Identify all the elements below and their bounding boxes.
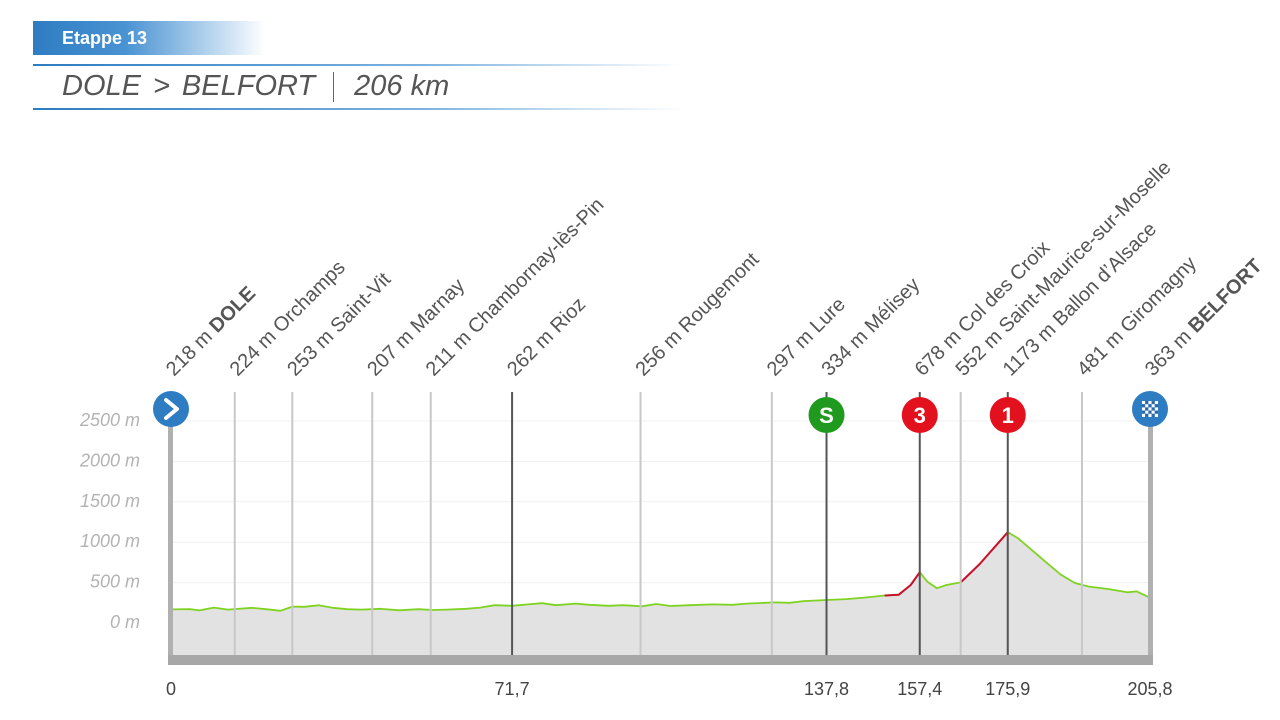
start-marker-icon: [153, 391, 189, 427]
x-tick-label: 71,7: [495, 679, 530, 699]
location-altitude: 211 m: [422, 323, 480, 381]
location-label: 334 m Mélisey: [818, 274, 925, 381]
location-name: Chambornay-lès-Pin: [464, 194, 608, 338]
y-tick-label: 500 m: [90, 572, 140, 592]
route-finish: BELFORT: [181, 70, 316, 102]
location-altitude: 481 m: [1073, 322, 1132, 381]
x-axis-band: [168, 655, 1153, 665]
y-tick-label: 2500 m: [79, 410, 140, 430]
checkered-flag-icon: [1154, 407, 1158, 411]
checkered-flag-icon: [1154, 410, 1158, 414]
x-tick-label: 205,8: [1127, 679, 1172, 699]
checkered-flag-icon: [1154, 401, 1158, 405]
y-tick-label: 1000 m: [80, 531, 140, 551]
route-arrow: >: [152, 70, 170, 102]
y-tick-label: 1500 m: [80, 491, 140, 511]
x-tick-label: 137,8: [804, 679, 849, 699]
route-distance: 206 km: [354, 70, 450, 102]
location-name: DOLE: [205, 282, 260, 337]
route-start: DOLE: [62, 70, 141, 102]
stage-label: Etappe 13: [62, 28, 148, 48]
location-altitude: 363 m: [1141, 322, 1200, 381]
climb-segment-line: [884, 571, 921, 597]
checkered-flag-icon: [1145, 413, 1149, 417]
marker-badge: S: [819, 403, 834, 428]
location-altitude: 262 m: [503, 322, 562, 381]
location-name: Rougemont: [675, 248, 764, 337]
location-label: 363 m BELFORT: [1141, 255, 1267, 381]
marker-badge: 3: [914, 403, 926, 428]
checkered-flag-icon: [1154, 413, 1158, 417]
checkered-flag-icon: [1148, 404, 1152, 408]
checkered-flag-icon: [1148, 407, 1152, 411]
y-tick-label: 0 m: [110, 612, 140, 632]
stage-badge: Etappe 13: [33, 21, 265, 55]
location-altitude: 224 m: [226, 322, 285, 381]
x-axis-labels: 0 71,7 137,8 157,4 175,9 205,8: [166, 679, 1173, 699]
title-rule-bottom: [33, 108, 683, 110]
location-altitude: 207 m: [363, 322, 422, 381]
left-axis-post: [168, 422, 173, 655]
location-lines: [233, 392, 1083, 655]
checkered-flag-icon: [1154, 404, 1158, 408]
x-tick-label: 0: [166, 679, 176, 699]
climb-marker-icon: [989, 397, 1026, 433]
route-title: DOLE > BELFORT 206 km: [62, 70, 449, 103]
x-tick-label: 157,4: [897, 679, 942, 699]
checkered-flag-icon: [1151, 413, 1155, 417]
terrain: [170, 531, 1151, 655]
sprint-marker-icon: [808, 397, 845, 433]
location-label: 262 m Rioz: [503, 293, 590, 380]
checkered-flag-icon: [1145, 404, 1149, 408]
start-arrow-icon: [164, 398, 179, 420]
checkered-flag-icon: [1142, 401, 1146, 405]
y-axis-labels: 2500 m 2000 m 1500 m 1000 m 500 m 0 m: [79, 410, 140, 632]
checkered-flag-icon: [1142, 404, 1146, 408]
checkered-flag-icon: [1148, 413, 1152, 417]
checkered-flag-icon: [1142, 407, 1146, 411]
x-tick-label: 175,9: [985, 679, 1030, 699]
title-separator: [333, 72, 335, 103]
checkered-flag-icon: [1145, 407, 1149, 411]
checkered-flag-icon: [1148, 410, 1152, 414]
checkered-flag-icon: [1142, 410, 1146, 414]
title-rule-top: [33, 64, 683, 66]
right-axis-post: [1148, 422, 1153, 655]
location-altitude: 297 m: [763, 322, 822, 381]
checkered-flag-icon: [1151, 404, 1155, 408]
checkered-flag-icon: [1151, 410, 1155, 414]
checkered-flag-icon: [1151, 401, 1155, 405]
climb-segment-line: [960, 531, 1009, 584]
location-altitude: 256 m: [631, 322, 690, 381]
location-altitude: 218 m: [162, 322, 221, 381]
location-name: Mélisey: [861, 274, 924, 337]
location-label: 256 m Rougemont: [631, 248, 763, 380]
checkered-flag-icon: [1145, 410, 1149, 414]
checkered-flag-icon: [1151, 407, 1155, 411]
terrain-area: [171, 532, 1150, 655]
location-label: 552 m Saint-Maurice-sur-Moselle: [952, 157, 1176, 381]
markers: S 3 1: [153, 391, 1168, 433]
marker-badge: 1: [1002, 403, 1014, 428]
climb-marker-icon: [901, 397, 938, 433]
checkered-flag-icon: [1142, 413, 1146, 417]
checkered-flag-icon: [1148, 401, 1152, 405]
y-tick-label: 2000 m: [79, 450, 140, 470]
location-altitude: 253 m: [283, 322, 342, 381]
axes: [168, 422, 1153, 665]
checkered-flag-icon: [1145, 401, 1149, 405]
